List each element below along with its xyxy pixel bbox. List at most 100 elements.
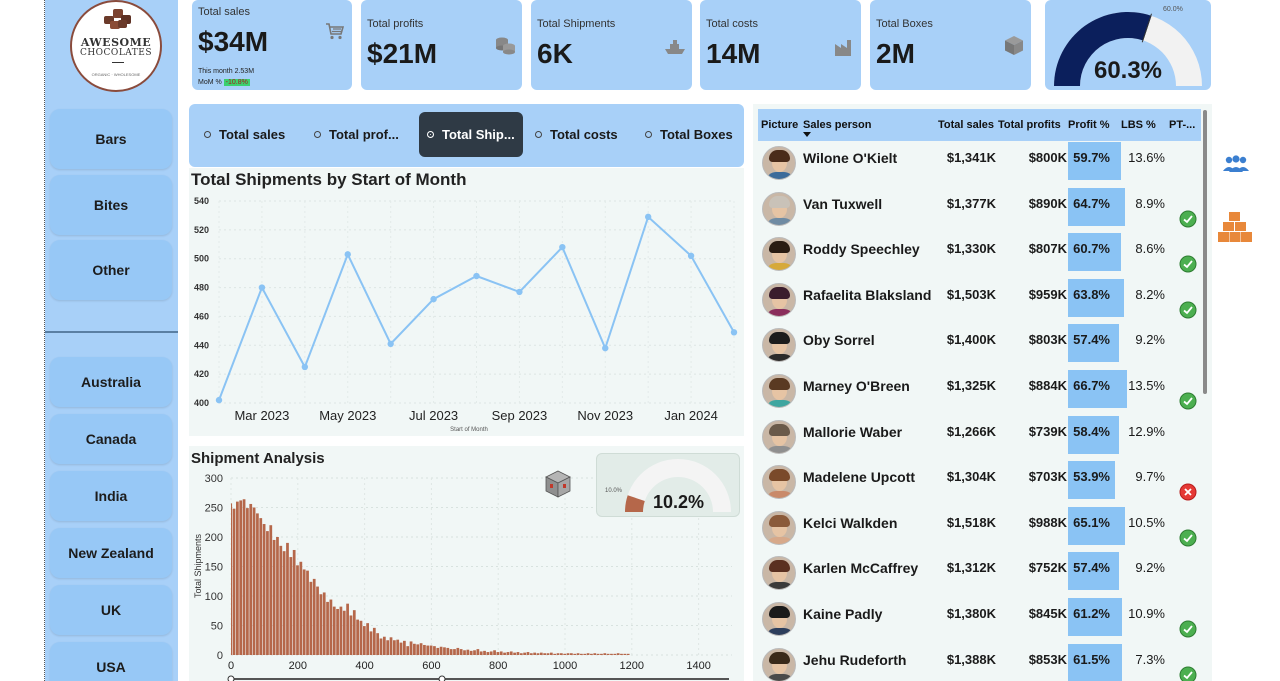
column-header-lbs-pct[interactable]: LBS %: [1121, 119, 1156, 131]
histogram-bar: [259, 518, 263, 655]
histogram-bar: [543, 653, 547, 655]
lbs-pct-cell: 13.6%: [1128, 150, 1165, 165]
sort-desc-icon: [803, 132, 811, 137]
people-icon[interactable]: [1222, 154, 1250, 176]
country-filter-uk[interactable]: UK: [50, 585, 172, 635]
sidebar: AWESOME CHOCOLATES ORGANIC · WHOLESOME B…: [45, 0, 178, 681]
histogram-bar: [456, 647, 460, 655]
table-scrollbar[interactable]: [1203, 110, 1207, 394]
check-circle-icon: [1179, 620, 1197, 638]
lbs-pct-cell: 9.7%: [1135, 469, 1165, 485]
total-sales-cell: $1,380K: [946, 606, 996, 621]
country-filter-india[interactable]: India: [50, 471, 172, 521]
kpi-label: Total sales: [198, 6, 250, 18]
country-filter-label: UK: [100, 602, 122, 618]
histogram-bar: [529, 653, 533, 655]
table-row[interactable]: Kelci Walkden $1,518K $988K 65.1% 10.5%: [758, 506, 1201, 552]
country-filter-canada[interactable]: Canada: [50, 414, 172, 464]
gauge-target-label: 60.0%: [1163, 6, 1183, 13]
kpi-label: Total Boxes: [876, 18, 933, 30]
x-tick-label: May 2023: [319, 408, 376, 423]
product-filter-other[interactable]: Other: [50, 240, 172, 300]
column-header-profit-pct[interactable]: Profit %: [1068, 119, 1110, 131]
slicer-option-total-costs[interactable]: Total costs: [535, 112, 618, 157]
kpi-total-profits: Total profits $21M: [361, 0, 522, 90]
histogram-bar: [519, 653, 523, 655]
histogram-bar: [409, 641, 413, 655]
slicer-option-total-profits[interactable]: Total prof...: [314, 112, 399, 157]
line-point: [473, 272, 480, 280]
total-profits-cell: $703K: [1028, 469, 1067, 485]
x-tick-label: Jan 2024: [664, 408, 718, 423]
country-filter-label: USA: [96, 659, 126, 675]
x-tick-label: 1200: [620, 660, 644, 672]
histogram-bar: [286, 542, 289, 655]
y-tick-label: 520: [194, 225, 209, 235]
country-filter-new-zealand[interactable]: New Zealand: [50, 528, 172, 578]
histogram-bar: [352, 610, 356, 655]
product-filter-label: Other: [92, 262, 130, 278]
brand-name-line2: CHOCOLATES: [79, 48, 153, 58]
sales-person-name: Roddy Speechley: [803, 241, 920, 258]
histogram-bar: [570, 653, 573, 655]
check-circle-icon: [1179, 210, 1197, 228]
table-row[interactable]: Kaine Padly $1,380K $845K 61.2% 10.9%: [758, 598, 1201, 643]
brand-name-line1: AWESOME: [80, 36, 152, 49]
histogram-bar: [272, 539, 276, 655]
total-profits-cell: $853K: [1028, 651, 1067, 667]
slicer-option-total-shipments[interactable]: Total Ship...: [419, 112, 523, 157]
table-row[interactable]: Jehu Rudeforth $1,388K $853K 61.5% 7.3%: [758, 643, 1201, 681]
country-filter-usa[interactable]: USA: [50, 642, 172, 681]
histogram-bar: [526, 652, 530, 655]
total-sales-cell: $1,377K: [946, 195, 996, 211]
lbs-pct-cell: 9.2%: [1135, 560, 1165, 576]
histogram-bar: [386, 640, 390, 655]
stacked-boxes-icon[interactable]: [1218, 210, 1252, 244]
histogram-bar: [389, 637, 393, 655]
column-header-sales-person[interactable]: Sales person: [803, 119, 872, 131]
avatar-hair: [769, 150, 790, 162]
avatar-hair: [769, 332, 790, 345]
sales-person-name: Mallorie Waber: [803, 423, 903, 440]
column-header-picture[interactable]: Picture: [761, 119, 799, 131]
histogram-bar: [576, 653, 580, 655]
histogram-bar: [256, 513, 259, 655]
column-header-total-sales[interactable]: Total sales: [938, 119, 995, 131]
avatar: [762, 465, 796, 500]
line-chart-panel: Total Shipments by Start of Month 540 520…: [189, 168, 744, 436]
histogram-bar: [443, 647, 446, 655]
line-point: [602, 344, 609, 352]
slicer-option-total-boxes[interactable]: Total Boxes: [645, 112, 733, 157]
product-filter-bars[interactable]: Bars: [50, 109, 172, 169]
histogram-bar: [556, 653, 560, 655]
kpi-total-boxes: Total Boxes 2M: [870, 0, 1031, 90]
table-row[interactable]: Karlen McCaffrey $1,312K $752K 57.4% 9.2…: [758, 552, 1201, 597]
table-row[interactable]: Rafaelita Blaksland $1,503K $959K 63.8% …: [758, 278, 1201, 324]
lbs-pct-cell: 8.2%: [1135, 286, 1165, 302]
line-chart-x-axis: Mar 2023 May 2023 Jul 2023 Sep 2023 Nov 2023…: [234, 408, 717, 423]
histogram-bar: [252, 507, 256, 655]
table-row[interactable]: Marney O'Breen $1,325K $884K 66.7% 13.5%: [758, 370, 1201, 415]
histogram-bar: [382, 636, 386, 655]
country-filter-australia[interactable]: Australia: [50, 357, 172, 407]
profit-pct-cell: 58.4%: [1073, 423, 1110, 439]
table-row[interactable]: Van Tuxwell $1,377K $890K 64.7% 8.9%: [758, 187, 1201, 233]
histogram-bar: [242, 499, 246, 655]
table-row[interactable]: Mallorie Waber $1,266K $739K 58.4% 12.9%: [758, 415, 1201, 461]
slicer-option-total-sales[interactable]: Total sales: [204, 112, 285, 157]
table-row[interactable]: Wilone O'Kielt $1,341K $800K 59.7% 13.6%: [758, 142, 1201, 187]
table-row[interactable]: Oby Sorrel $1,400K $803K 57.4% 9.2%: [758, 324, 1201, 369]
histogram-bar: [299, 561, 303, 655]
table-row[interactable]: Madelene Upcott $1,304K $703K 53.9% 9.7%: [758, 461, 1201, 506]
sales-person-name: Oby Sorrel: [803, 332, 875, 349]
column-header-total-profits[interactable]: Total profits: [998, 119, 1061, 131]
histogram-bar: [366, 623, 370, 655]
table-row[interactable]: Roddy Speechley $1,330K $807K 60.7% 8.6%: [758, 233, 1201, 278]
product-filter-bites[interactable]: Bites: [50, 175, 172, 235]
histogram-bar: [459, 649, 463, 655]
avatar-body: [766, 445, 794, 453]
column-header-pt[interactable]: PT-...: [1169, 119, 1196, 131]
kpi-value: 2M: [876, 38, 915, 69]
histogram-bar: [623, 653, 627, 655]
histogram-bar: [429, 645, 433, 655]
